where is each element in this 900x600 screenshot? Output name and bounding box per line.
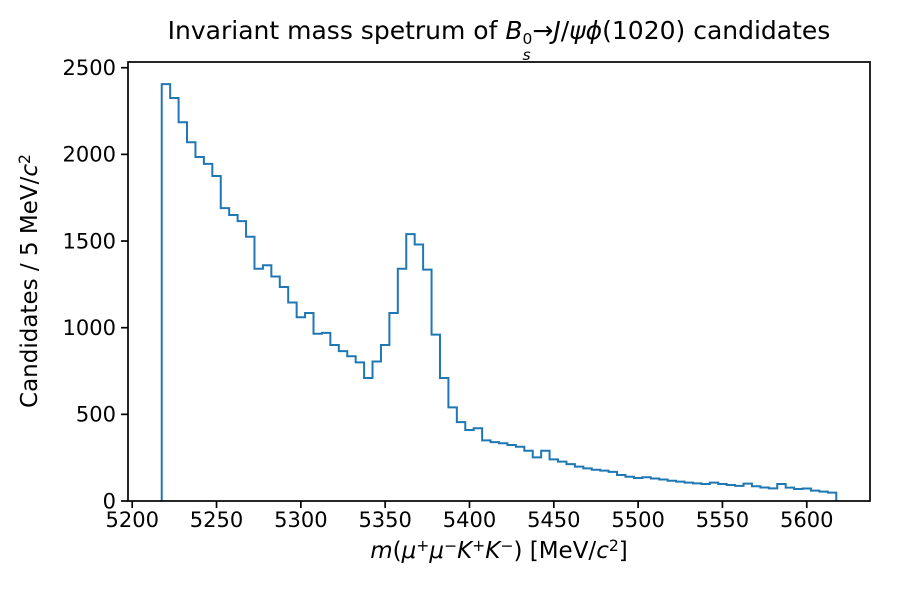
chart-title: Invariant mass spetrum of B 0 s →J/ψϕ(1020)… (167, 16, 831, 64)
x-tick-label: 5400 (443, 508, 496, 532)
axis-ticks (121, 66, 808, 508)
x-tick-label: 5550 (696, 508, 749, 532)
x-axis-label: m(μ+μ−K+K−) [MeV/c2] (370, 535, 628, 564)
x-tick-label: 5200 (105, 508, 158, 532)
x-tick-label: 5450 (527, 508, 580, 532)
y-tick-label: 0 (103, 489, 116, 513)
y-tick-label: 2500 (63, 56, 116, 80)
x-tick-label: 5500 (611, 508, 664, 532)
x-tick-label: 5250 (190, 508, 243, 532)
plot-area-border (127, 61, 871, 502)
y-tick-label: 500 (76, 403, 116, 427)
axis-tick-labels: 5200 5250 5300 5350 5400 5450 5500 5550 5600 0 500… (63, 56, 834, 532)
histogram-series (160, 83, 838, 501)
y-tick-label: 1500 (63, 229, 116, 253)
histogram-step-line (160, 83, 838, 501)
x-tick-label: 5600 (780, 508, 833, 532)
x-tick-label: 5350 (358, 508, 411, 532)
y-tick-label: 2000 (63, 143, 116, 167)
y-tick-label: 1000 (63, 316, 116, 340)
x-tick-label: 5300 (274, 508, 327, 532)
